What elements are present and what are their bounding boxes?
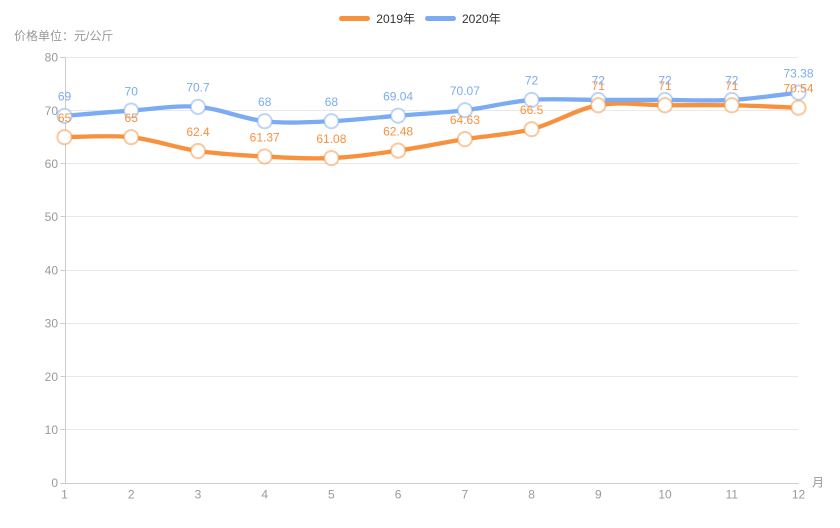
svg-text:72: 72 (525, 74, 539, 88)
svg-text:69: 69 (58, 90, 72, 104)
svg-text:3: 3 (195, 488, 202, 502)
svg-text:66.5: 66.5 (520, 103, 544, 117)
svg-text:20: 20 (45, 370, 59, 384)
svg-text:4: 4 (261, 488, 268, 502)
svg-text:68: 68 (325, 95, 339, 109)
svg-text:61.37: 61.37 (250, 130, 280, 144)
svg-text:9: 9 (595, 488, 602, 502)
svg-text:69.04: 69.04 (383, 89, 413, 103)
svg-text:月: 月 (812, 476, 824, 490)
svg-text:12: 12 (792, 488, 806, 502)
svg-text:7: 7 (462, 488, 469, 502)
svg-text:0: 0 (51, 476, 58, 490)
svg-text:10: 10 (658, 488, 672, 502)
svg-text:70.54: 70.54 (783, 82, 813, 96)
svg-text:70: 70 (125, 84, 139, 98)
svg-text:65: 65 (58, 111, 72, 125)
svg-text:64.63: 64.63 (450, 113, 480, 127)
svg-text:1: 1 (61, 488, 68, 502)
svg-text:70: 70 (45, 104, 59, 118)
svg-text:60: 60 (45, 157, 59, 171)
svg-text:50: 50 (45, 210, 59, 224)
svg-text:70.07: 70.07 (450, 84, 480, 98)
svg-text:8: 8 (528, 488, 535, 502)
svg-text:70.7: 70.7 (186, 81, 210, 95)
svg-text:71: 71 (658, 79, 672, 93)
svg-text:61.08: 61.08 (316, 132, 346, 146)
svg-text:40: 40 (45, 263, 59, 277)
svg-text:72: 72 (725, 74, 739, 88)
svg-text:71: 71 (592, 79, 606, 93)
svg-text:2: 2 (128, 488, 135, 502)
svg-text:62.4: 62.4 (186, 125, 210, 139)
svg-text:68: 68 (258, 95, 272, 109)
svg-text:5: 5 (328, 488, 335, 502)
svg-text:71: 71 (725, 79, 739, 93)
svg-text:72: 72 (592, 74, 606, 88)
svg-text:73.38: 73.38 (783, 66, 813, 80)
svg-text:62.48: 62.48 (383, 124, 413, 138)
svg-text:80: 80 (45, 51, 59, 65)
svg-text:11: 11 (726, 488, 739, 502)
svg-text:65: 65 (125, 111, 139, 125)
svg-text:6: 6 (395, 488, 402, 502)
svg-text:30: 30 (45, 317, 59, 331)
svg-text:10: 10 (45, 423, 59, 437)
svg-text:72: 72 (658, 74, 672, 88)
